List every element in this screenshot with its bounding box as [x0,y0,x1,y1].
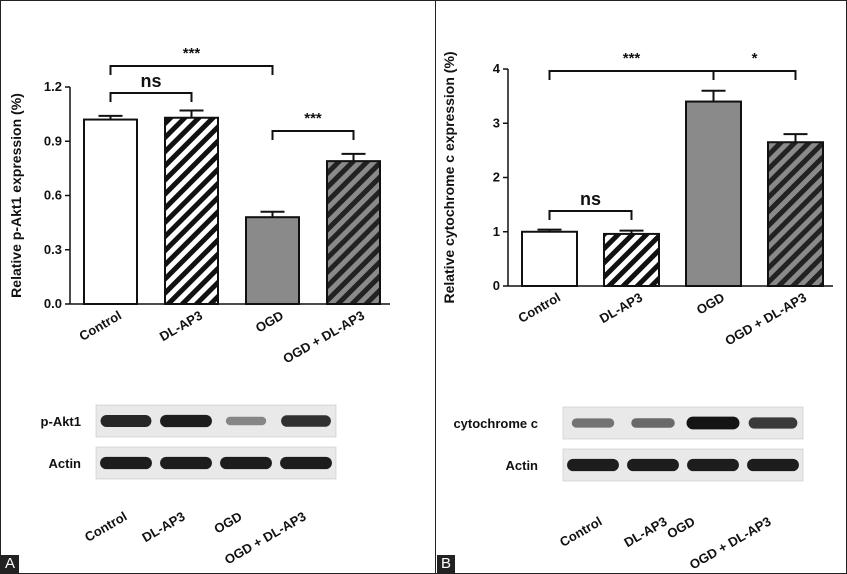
blot-band [220,456,272,470]
significance-label: ns [580,189,601,209]
blot-band [748,417,798,429]
x-tick-label: OGD [694,290,727,318]
y-axis-label: Relative p-Akt1 expression (%) [8,93,24,298]
bar [603,232,660,287]
panel-divider [435,1,436,573]
significance-bracket [548,210,633,220]
x-tick-label: OGD [253,308,286,336]
blot-lane-label: OGD [664,514,697,542]
blot-band [627,458,679,472]
chart-panel-a: 0.0 0.3 0.6 0.9 1.2 Relative p-Akt1 expressio… [8,45,390,367]
significance-label: *** [304,110,322,127]
y-tick-label: 0.9 [44,133,62,148]
significance-bracket [109,65,274,75]
y-tick-label: 2 [493,170,500,185]
blot-row-label: Actin [49,456,82,471]
blot-band [747,458,799,472]
blot-lane-label: OGD [211,509,244,537]
blot-band [100,456,152,470]
blot-band [686,416,740,430]
y-tick-label: 0.3 [44,242,62,257]
x-tick-label: DL-AP3 [157,308,205,344]
blot-row-label: p-Akt1 [41,414,81,429]
significance-bracket [109,92,193,102]
blot-lane-label: Control [82,509,130,545]
x-tick-label: Control [76,308,124,344]
bar [767,141,824,287]
x-tick-label: DL-AP3 [597,290,645,326]
y-tick-label: 0.0 [44,296,62,311]
blot-band [687,458,739,472]
significance-label: * [752,50,758,67]
blot-lane-label: DL-AP3 [139,509,187,545]
significance-label: *** [183,45,201,62]
significance-bracket [271,130,355,140]
y-tick-label: 1.2 [44,79,62,94]
panel-label-b: B [437,555,455,573]
y-tick-label: 0.6 [44,188,62,203]
significance-label: *** [623,50,641,67]
blot-lane-label: Control [557,514,605,550]
blot-band [100,415,152,427]
blot-band [160,414,212,428]
blot-row-label: Actin [506,458,539,473]
panel-label-a: A [1,555,19,573]
blot-band [281,415,331,427]
significance-bracket [548,70,715,80]
bar [245,216,300,305]
blot-band [631,418,675,428]
chart-panel-b: 0 1 2 3 4 Relative cytochrome c expression (%… [441,50,833,349]
blot-band [567,458,619,472]
bar [83,118,138,305]
blot-band [571,418,615,428]
x-tick-label: OGD + DL-AP3 [722,290,809,349]
significance-label: ns [140,71,161,91]
x-tick-label: Control [515,290,563,326]
x-tick-label: OGD + DL-AP3 [280,308,367,367]
blot-band [225,416,267,426]
bar [326,160,381,305]
blot-band [280,456,332,470]
y-tick-label: 4 [493,61,501,76]
y-tick-label: 3 [493,115,500,130]
blot-row-label: cytochrome c [453,416,538,431]
significance-bracket [712,70,797,80]
blot-lane-label: OGD + DL-AP3 [687,514,774,571]
y-axis-label: Relative cytochrome c expression (%) [441,51,457,303]
bar [164,116,219,305]
y-tick-label: 1 [493,224,500,239]
bar [685,100,742,287]
y-tick-label: 0 [493,278,500,293]
bar [521,230,578,287]
blot-band [160,456,212,470]
blot-lane-label: DL-AP3 [621,514,669,550]
